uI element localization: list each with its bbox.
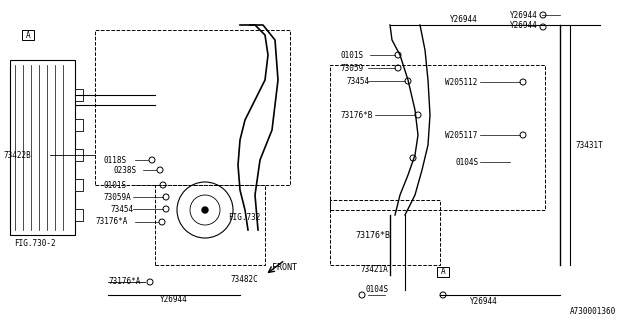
Text: 73431T: 73431T <box>575 140 603 149</box>
Bar <box>330 200 440 265</box>
Text: 73454: 73454 <box>346 76 369 85</box>
Text: Y26944: Y26944 <box>510 11 538 20</box>
Bar <box>75 89 83 101</box>
Bar <box>75 209 83 221</box>
Text: FRONT: FRONT <box>272 263 297 273</box>
Text: 73176*A: 73176*A <box>95 218 127 227</box>
Bar <box>22 30 34 40</box>
Text: 0101S: 0101S <box>103 180 126 189</box>
Bar <box>75 149 83 161</box>
Text: 0238S: 0238S <box>113 165 136 174</box>
Bar <box>155 185 265 265</box>
Bar <box>75 119 83 131</box>
Bar <box>75 179 83 191</box>
Bar <box>95 30 290 185</box>
Bar <box>330 65 545 210</box>
Text: A: A <box>26 30 30 39</box>
Text: FIG.732: FIG.732 <box>228 213 260 222</box>
Text: W205112: W205112 <box>445 77 477 86</box>
Text: 0101S: 0101S <box>340 51 363 60</box>
Text: A730001360: A730001360 <box>570 308 616 316</box>
Text: 73454: 73454 <box>110 204 133 213</box>
Text: 73176*B: 73176*B <box>340 110 372 119</box>
Text: 73176*B: 73176*B <box>355 230 390 239</box>
Text: 73059A: 73059A <box>103 193 131 202</box>
Text: Y26944: Y26944 <box>510 20 538 29</box>
Text: A: A <box>441 268 445 276</box>
Text: 0104S: 0104S <box>455 157 478 166</box>
Text: Y26944: Y26944 <box>470 297 498 306</box>
Text: 73422B: 73422B <box>3 150 31 159</box>
Text: 0118S: 0118S <box>103 156 126 164</box>
Text: 0104S: 0104S <box>365 285 388 294</box>
Bar <box>437 267 449 277</box>
Text: FIG.730-2: FIG.730-2 <box>14 238 56 247</box>
Text: Y26944: Y26944 <box>160 295 188 305</box>
Text: 73421A: 73421A <box>360 266 388 275</box>
Text: 73482C: 73482C <box>230 276 258 284</box>
Circle shape <box>202 207 208 213</box>
Text: W205117: W205117 <box>445 131 477 140</box>
Bar <box>10 60 75 235</box>
Text: Y26944: Y26944 <box>450 14 477 23</box>
Text: 73176*A: 73176*A <box>108 277 140 286</box>
Text: 73059: 73059 <box>340 63 363 73</box>
